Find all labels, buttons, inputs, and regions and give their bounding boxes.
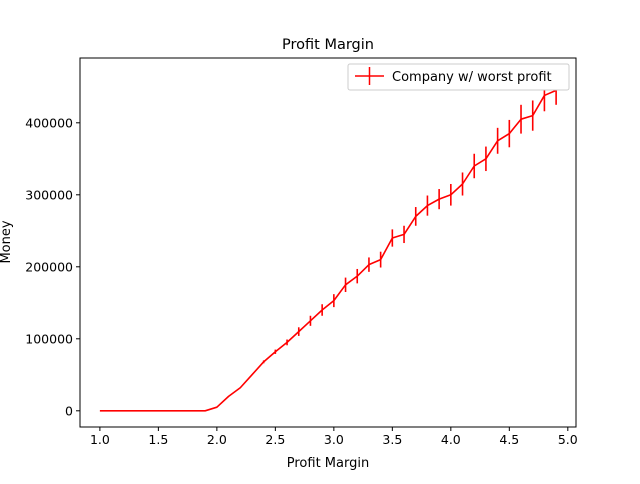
chart-title: Profit Margin (282, 37, 374, 53)
x-axis: 1.0 1.5 2.0 2.5 3.0 3.5 4.0 4.5 5.0 (90, 427, 578, 447)
x-tick-label: 3.5 (382, 432, 402, 447)
y-tick-label: 200000 (25, 259, 73, 274)
x-tick-label: 4.5 (499, 432, 519, 447)
x-tick-label: 1.5 (148, 432, 168, 447)
x-tick-label: 5.0 (558, 432, 578, 447)
x-tick-label: 2.5 (265, 432, 285, 447)
y-tick-label: 400000 (25, 115, 73, 130)
x-tick-label: 3.0 (324, 432, 344, 447)
x-axis-label: Profit Margin (287, 456, 369, 471)
y-tick-label: 100000 (25, 331, 73, 346)
x-tick-label: 2.0 (207, 432, 227, 447)
y-tick-label: 0 (65, 403, 73, 418)
y-axis-label: Money (0, 220, 14, 263)
y-axis: 0 100000 200000 300000 400000 (25, 115, 80, 418)
legend: Company w/ worst profit (347, 63, 570, 91)
plot-frame (79, 57, 577, 428)
x-tick-label: 4.0 (441, 432, 461, 447)
y-tick-label: 300000 (25, 187, 73, 202)
legend-box (347, 63, 570, 91)
x-tick-label: 1.0 (90, 432, 110, 447)
legend-label: Company w/ worst profit (392, 70, 552, 85)
series-line (99, 89, 557, 412)
